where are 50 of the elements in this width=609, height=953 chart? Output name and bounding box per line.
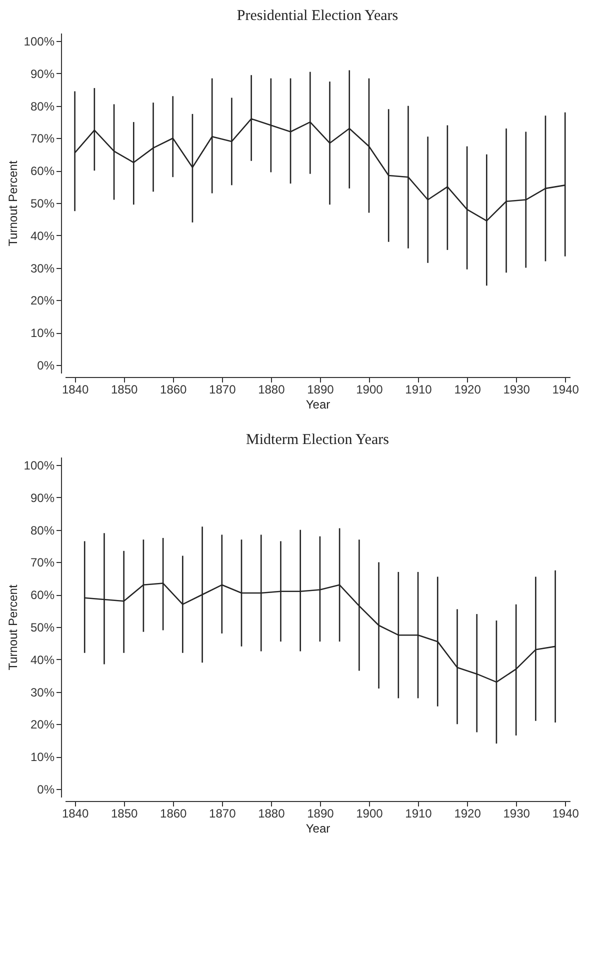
x-tick-label: 1920	[454, 806, 482, 820]
y-tick-label: 50%	[30, 196, 55, 210]
y-tick-label: 0%	[37, 358, 55, 372]
x-tick-label: 1900	[356, 382, 384, 396]
y-tick-label: 0%	[37, 782, 55, 796]
y-tick-label: 20%	[30, 718, 55, 732]
y-tick-label: 80%	[30, 99, 55, 114]
x-tick-label: 1910	[405, 382, 432, 396]
x-tick-label: 1840	[62, 806, 89, 820]
chart-title: Midterm Election Years	[246, 432, 390, 448]
x-axis-title: Year	[306, 822, 330, 836]
y-tick-label: 40%	[30, 228, 55, 243]
x-tick-label: 1940	[552, 382, 580, 396]
y-tick-label: 10%	[30, 750, 55, 764]
y-axis-title: Turnout Percent	[6, 584, 20, 670]
x-tick-label: 1940	[552, 806, 580, 820]
y-tick-label: 50%	[30, 620, 55, 634]
x-tick-label: 1920	[454, 382, 482, 396]
x-tick-label: 1900	[356, 806, 384, 820]
x-tick-label: 1910	[405, 806, 432, 820]
x-tick-label: 1850	[110, 382, 138, 396]
x-tick-label: 1880	[258, 382, 286, 396]
y-tick-label: 80%	[30, 523, 55, 538]
y-tick-label: 30%	[30, 261, 55, 276]
x-axis-title: Year	[306, 398, 330, 412]
x-tick-label: 1860	[160, 806, 188, 820]
y-tick-label: 70%	[30, 132, 55, 146]
y-axis-title: Turnout Percent	[6, 160, 20, 246]
y-tick-label: 70%	[30, 556, 55, 570]
y-tick-label: 40%	[30, 652, 55, 667]
x-tick-label: 1870	[209, 806, 236, 820]
y-tick-label: 100%	[24, 458, 55, 473]
y-tick-label: 90%	[30, 490, 55, 505]
x-tick-label: 1880	[258, 806, 286, 820]
y-tick-label: 10%	[30, 326, 55, 340]
x-tick-label: 1890	[307, 382, 334, 396]
x-tick-label: 1850	[110, 806, 138, 820]
y-tick-label: 90%	[30, 66, 55, 81]
y-tick-label: 60%	[30, 164, 55, 178]
x-tick-label: 1860	[160, 382, 188, 396]
y-tick-label: 60%	[30, 588, 55, 602]
x-tick-label: 1840	[62, 382, 89, 396]
x-tick-label: 1870	[209, 382, 236, 396]
y-tick-label: 20%	[30, 294, 55, 308]
x-tick-label: 1890	[307, 806, 334, 820]
y-tick-label: 100%	[24, 34, 55, 49]
x-tick-label: 1930	[503, 382, 530, 396]
chart-title: Presidential Election Years	[236, 8, 398, 24]
x-tick-label: 1930	[503, 806, 530, 820]
y-tick-label: 30%	[30, 685, 55, 700]
